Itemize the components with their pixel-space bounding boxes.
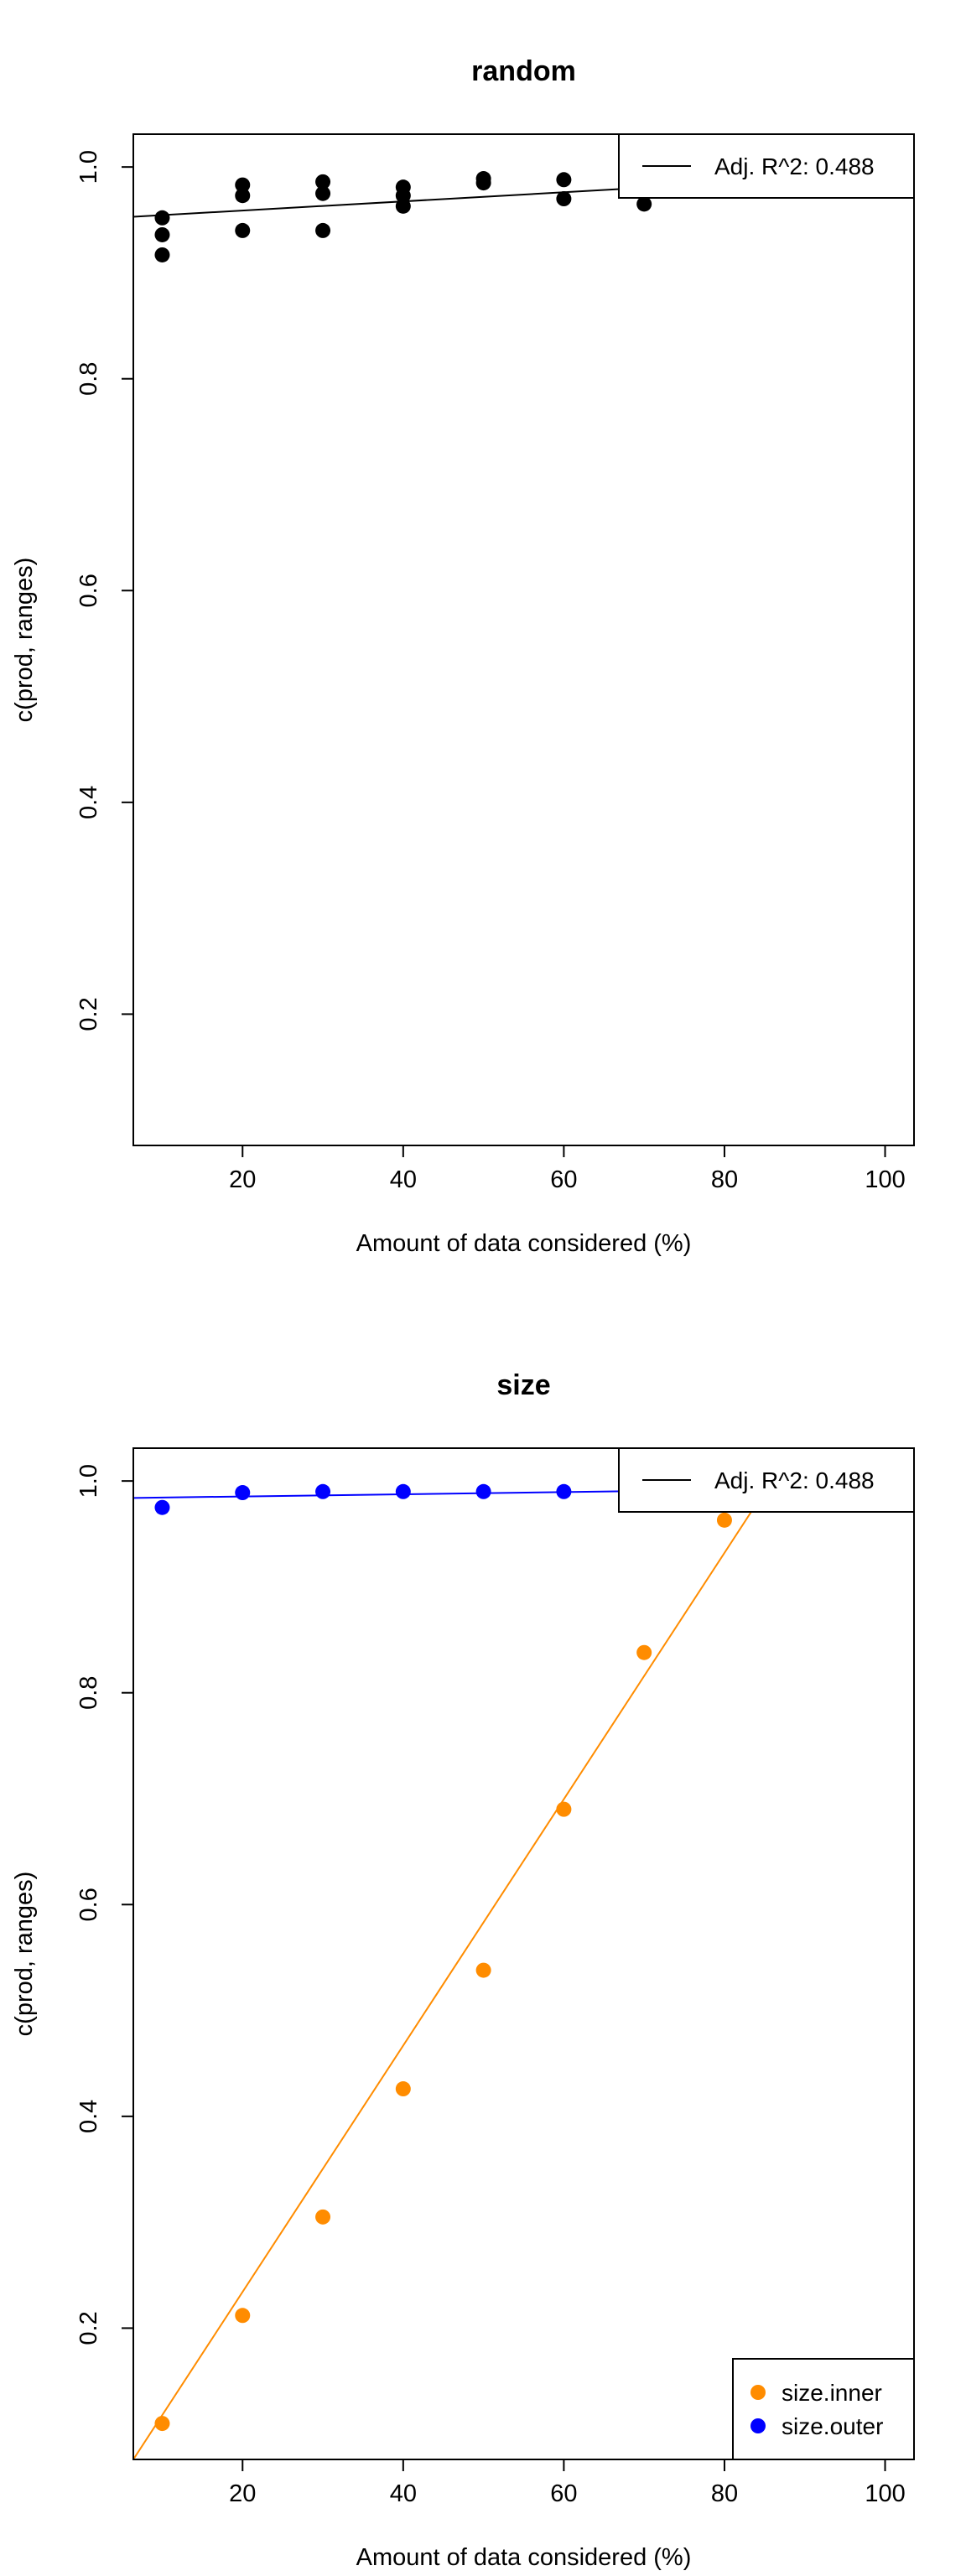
x-tick-label: 100 (865, 1166, 905, 1193)
x-axis-label: Amount of data considered (%) (356, 1230, 692, 1257)
legend-fit: Adj. R^2: 0.488 (618, 1447, 915, 1513)
x-tick-label: 100 (865, 2480, 905, 2507)
legend-series: size.inner size.outer (732, 2358, 915, 2460)
legend-label: size.inner (782, 2380, 882, 2406)
data-point (315, 2209, 331, 2225)
data-point (235, 1485, 251, 1501)
data-point (395, 2081, 411, 2097)
y-tick-label: 0.6 (75, 574, 102, 607)
legend-box (732, 2358, 915, 2460)
y-tick-label: 0.2 (75, 997, 102, 1031)
x-tick-label: 20 (229, 1166, 256, 1193)
data-point (395, 188, 411, 204)
chart-title: size (496, 1369, 550, 1401)
data-point (235, 2308, 251, 2324)
x-tick-label: 80 (711, 1166, 738, 1193)
x-tick-label: 20 (229, 2480, 256, 2507)
x-tick-label: 60 (550, 1166, 577, 1193)
plot-frame (132, 1447, 915, 2460)
data-point (235, 222, 251, 238)
data-point (235, 177, 251, 193)
plot-frame (132, 133, 915, 1146)
data-point (154, 2416, 170, 2432)
data-point (235, 188, 251, 204)
y-tick-label: 1.0 (75, 1464, 102, 1498)
data-point (154, 226, 170, 242)
data-point (315, 174, 331, 190)
y-tick-label: 0.8 (75, 362, 102, 396)
y-tick-label: 0.4 (75, 2100, 102, 2133)
plot-area (133, 171, 914, 262)
y-axis-label: c(prod, ranges) (11, 558, 38, 723)
data-point (315, 222, 331, 238)
y-tick-label: 0.2 (75, 2311, 102, 2345)
legend-label: Adj. R^2: 0.488 (714, 153, 875, 179)
data-point (395, 198, 411, 214)
y-tick-label: 0.6 (75, 1888, 102, 1921)
data-point (556, 191, 572, 207)
x-tick-label: 40 (390, 2480, 417, 2507)
data-point (154, 210, 170, 226)
y-tick-label: 0.8 (75, 1676, 102, 1710)
data-point (556, 1801, 572, 1817)
legend-fit: Adj. R^2: 0.488 (618, 133, 915, 199)
data-point (475, 1483, 491, 1499)
data-point (636, 1644, 652, 1660)
data-point (315, 185, 331, 201)
chart-title: random (471, 55, 576, 87)
data-point (395, 1483, 411, 1499)
legend-label: size.outer (782, 2413, 883, 2439)
y-axis-label: c(prod, ranges) (11, 1872, 38, 2037)
legend-point-symbol (750, 2385, 766, 2400)
fit-line-size.inner (133, 1448, 794, 2459)
plot-area (133, 1448, 914, 2459)
x-axis-label: Amount of data considered (%) (356, 2544, 692, 2571)
data-point (154, 247, 170, 262)
data-point (556, 172, 572, 188)
data-point (636, 196, 652, 212)
y-tick-label: 0.4 (75, 786, 102, 819)
data-point (315, 1483, 331, 1499)
legend-point-symbol (750, 2418, 766, 2433)
data-point (154, 1499, 170, 1515)
x-tick-label: 60 (550, 2480, 577, 2507)
data-point (475, 175, 491, 191)
data-point (556, 1483, 572, 1499)
chart-panel-1: random 20 40 60 80 100 0.2 0.4 0.6 0.8 1.0 Amount o… (11, 55, 915, 1257)
y-tick-label: 1.0 (75, 150, 102, 184)
x-tick-label: 40 (390, 1166, 417, 1193)
legend-label: Adj. R^2: 0.488 (714, 1467, 875, 1493)
x-tick-label: 80 (711, 2480, 738, 2507)
data-point (475, 1962, 491, 1978)
data-point (716, 1512, 732, 1528)
chart-panel-2: size 20 40 60 80 100 0.2 0.4 0.6 0.8 1.0 Amount of … (11, 1369, 915, 2571)
